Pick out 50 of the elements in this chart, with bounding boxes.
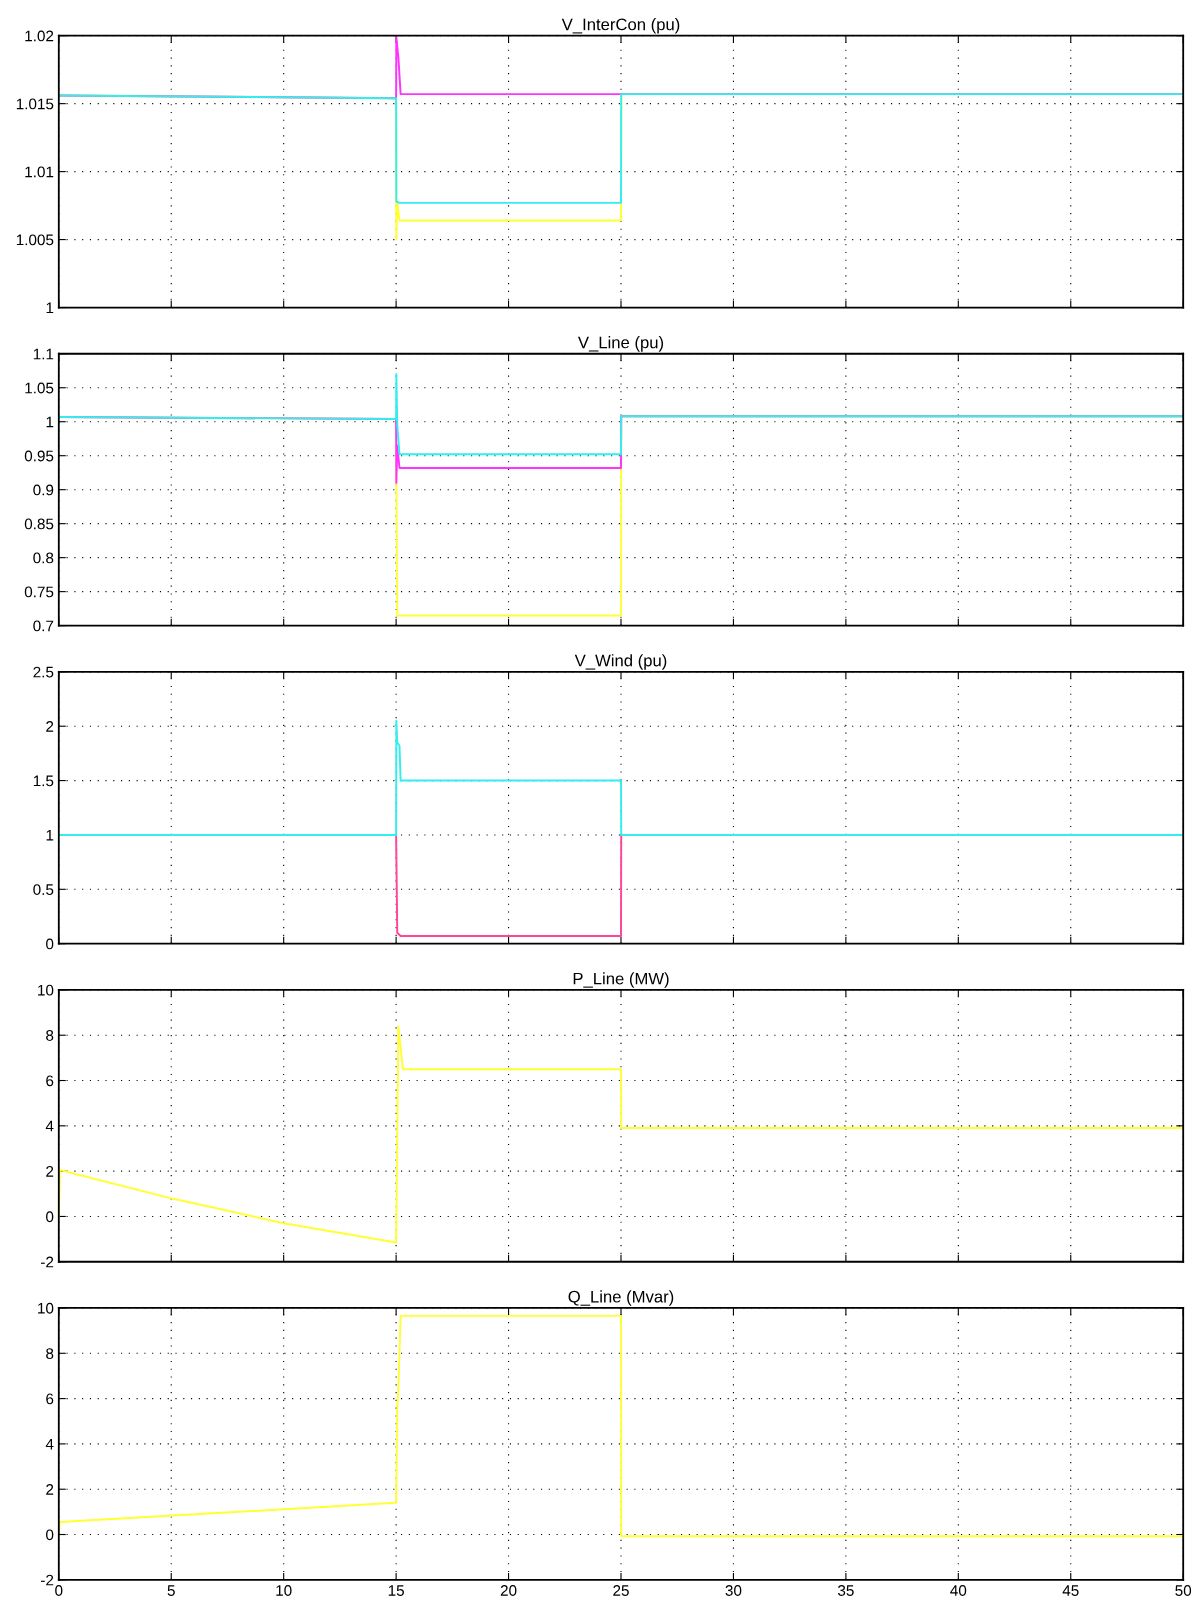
x-tick-label: 30 — [725, 1585, 742, 1596]
y-tick-label: 0 — [46, 1211, 54, 1223]
chart-title: V_Wind (pu) — [574, 654, 667, 670]
y-tick-label: 0.8 — [33, 552, 54, 564]
y-tick-label: 10 — [38, 984, 54, 996]
y-tick-label: 6 — [46, 1075, 54, 1087]
y-tick-label: 1.015 — [16, 98, 54, 110]
y-tick-label: 8 — [46, 1348, 54, 1359]
x-tick-label: 25 — [613, 1585, 629, 1596]
x-tick-label: 15 — [388, 1585, 404, 1596]
y-tick-label: 1 — [46, 302, 54, 314]
x-tick-label: 5 — [167, 1585, 175, 1596]
y-tick-label: -2 — [41, 1256, 54, 1268]
x-tick-label: 35 — [837, 1585, 854, 1596]
y-tick-label: 0.9 — [33, 484, 54, 496]
y-tick-label: 2 — [46, 1484, 54, 1495]
y-tick-label: 1.5 — [33, 775, 54, 787]
y-tick-label: 0.7 — [33, 620, 54, 632]
y-tick-label: 2 — [46, 721, 54, 732]
y-tick-label: 10 — [38, 1302, 54, 1314]
y-tick-label: 1.1 — [33, 348, 54, 360]
chart-title: Q_Line (Mvar) — [568, 1290, 674, 1306]
x-tick-label: 0 — [55, 1585, 63, 1596]
y-tick-label: 0.95 — [24, 450, 54, 462]
y-tick-label: -2 — [41, 1574, 54, 1586]
y-tick-label: 2.5 — [33, 666, 54, 678]
y-tick-label: 0 — [46, 938, 54, 950]
y-tick-label: 0.5 — [33, 884, 54, 895]
x-tick-label: 10 — [276, 1585, 292, 1596]
chart-title: P_Line (MW) — [573, 972, 669, 988]
y-tick-label: 0.85 — [24, 518, 54, 530]
x-tick-label: 45 — [1062, 1585, 1079, 1596]
y-tick-label: 6 — [46, 1393, 54, 1405]
y-tick-label: 1 — [46, 416, 54, 428]
y-tick-label: 1.02 — [25, 30, 54, 42]
y-tick-label: 0.75 — [24, 586, 54, 598]
y-tick-label: 2 — [46, 1166, 54, 1177]
y-tick-label: 1.005 — [16, 234, 54, 246]
x-tick-label: 40 — [950, 1585, 967, 1596]
chart-title: V_InterCon (pu) — [561, 18, 680, 34]
y-tick-label: 0 — [46, 1529, 54, 1541]
y-tick-label: 1 — [46, 829, 54, 841]
x-tick-label: 20 — [500, 1585, 517, 1596]
y-tick-label: 1.01 — [25, 166, 54, 178]
y-tick-label: 8 — [46, 1030, 54, 1041]
y-tick-label: 4 — [45, 1438, 54, 1450]
y-tick-label: 1.05 — [25, 382, 54, 394]
y-tick-label: 4 — [45, 1120, 54, 1132]
x-tick-label: 50 — [1175, 1585, 1192, 1596]
chart-title: V_Line (pu) — [577, 336, 664, 352]
